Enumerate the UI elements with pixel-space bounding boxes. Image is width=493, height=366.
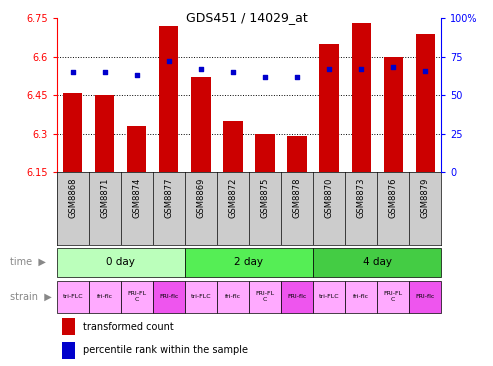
FancyBboxPatch shape — [217, 281, 249, 313]
Bar — [416, 34, 435, 172]
Text: 2 day: 2 day — [235, 257, 263, 267]
FancyBboxPatch shape — [377, 281, 409, 313]
Point — [197, 66, 205, 72]
FancyBboxPatch shape — [313, 281, 345, 313]
Point — [325, 66, 333, 72]
Text: strain  ▶: strain ▶ — [10, 291, 51, 302]
Point — [293, 74, 301, 80]
Point — [133, 72, 141, 78]
FancyBboxPatch shape — [409, 281, 441, 313]
Text: transformed count: transformed count — [82, 322, 173, 332]
FancyBboxPatch shape — [313, 247, 441, 277]
Point — [229, 69, 237, 75]
Point — [165, 59, 173, 64]
Bar — [95, 95, 114, 172]
Text: GSM8870: GSM8870 — [324, 178, 334, 218]
FancyBboxPatch shape — [121, 281, 153, 313]
Text: FRI-FL
C: FRI-FL C — [127, 291, 146, 302]
FancyBboxPatch shape — [345, 281, 377, 313]
Bar — [384, 57, 403, 172]
Text: GSM8879: GSM8879 — [421, 178, 430, 218]
Point — [389, 64, 397, 70]
Bar — [319, 44, 339, 172]
Text: tri-FLC: tri-FLC — [191, 294, 211, 299]
Point — [69, 69, 77, 75]
Text: GSM8868: GSM8868 — [68, 178, 77, 219]
Text: FRI-flc: FRI-flc — [159, 294, 178, 299]
Text: fri-flc: fri-flc — [225, 294, 241, 299]
Text: GDS451 / 14029_at: GDS451 / 14029_at — [186, 11, 307, 24]
FancyBboxPatch shape — [89, 281, 121, 313]
Bar — [352, 23, 371, 172]
Text: GSM8875: GSM8875 — [260, 178, 270, 218]
Bar — [159, 26, 178, 172]
Text: GSM8877: GSM8877 — [164, 178, 174, 219]
Text: 0 day: 0 day — [106, 257, 135, 267]
FancyBboxPatch shape — [281, 281, 313, 313]
Point — [261, 74, 269, 80]
Text: time  ▶: time ▶ — [10, 257, 45, 267]
FancyBboxPatch shape — [153, 281, 185, 313]
FancyBboxPatch shape — [57, 281, 89, 313]
Text: FRI-FL
C: FRI-FL C — [384, 291, 403, 302]
Text: FRI-flc: FRI-flc — [287, 294, 307, 299]
Text: tri-FLC: tri-FLC — [319, 294, 339, 299]
Text: GSM8871: GSM8871 — [100, 178, 109, 218]
Point — [421, 68, 429, 74]
FancyBboxPatch shape — [57, 247, 185, 277]
Text: GSM8876: GSM8876 — [388, 178, 398, 219]
Text: GSM8874: GSM8874 — [132, 178, 141, 218]
Text: FRI-flc: FRI-flc — [416, 294, 435, 299]
Text: percentile rank within the sample: percentile rank within the sample — [82, 346, 247, 355]
Bar — [255, 134, 275, 172]
Point — [101, 69, 108, 75]
Bar — [62, 342, 75, 359]
Bar — [62, 318, 75, 335]
Text: fri-flc: fri-flc — [353, 294, 369, 299]
Text: 4 day: 4 day — [363, 257, 391, 267]
Bar — [127, 126, 146, 172]
Bar — [191, 77, 211, 172]
Point — [357, 66, 365, 72]
FancyBboxPatch shape — [185, 281, 217, 313]
FancyBboxPatch shape — [249, 281, 281, 313]
Text: FRI-FL
C: FRI-FL C — [255, 291, 275, 302]
Text: tri-FLC: tri-FLC — [63, 294, 83, 299]
FancyBboxPatch shape — [185, 247, 313, 277]
Text: GSM8873: GSM8873 — [356, 178, 366, 219]
Text: GSM8869: GSM8869 — [196, 178, 206, 218]
Text: GSM8872: GSM8872 — [228, 178, 238, 218]
Text: fri-flc: fri-flc — [97, 294, 113, 299]
Bar — [223, 121, 243, 172]
Text: GSM8878: GSM8878 — [292, 178, 302, 219]
Bar — [63, 93, 82, 172]
Bar — [287, 136, 307, 172]
